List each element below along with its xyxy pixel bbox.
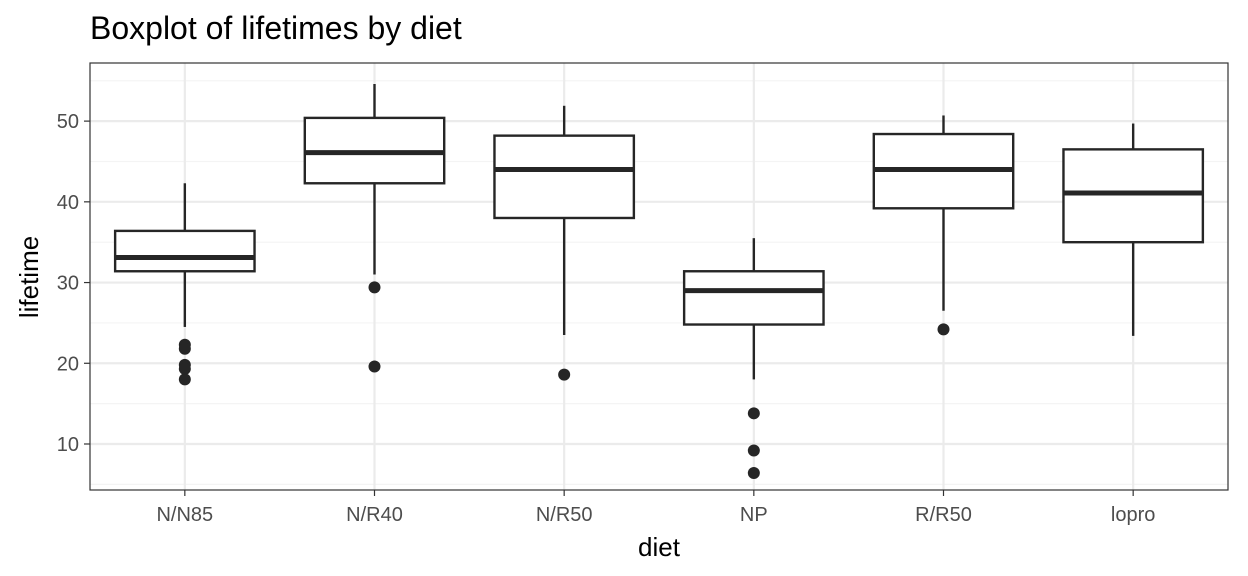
- outlier-point: [178, 362, 191, 375]
- x-axis-title: diet: [638, 532, 681, 562]
- box-iqr: [1062, 148, 1205, 244]
- box-iqr: [682, 270, 825, 326]
- x-tick-label: N/R50: [536, 504, 593, 526]
- boxplot-N/R50: [493, 105, 636, 381]
- outlier-point: [178, 373, 191, 386]
- boxplot-R/R50: [872, 115, 1015, 336]
- y-axis-title: lifetime: [14, 236, 44, 318]
- y-tick-label: 10: [57, 434, 79, 456]
- y-tick-label: 40: [57, 192, 79, 214]
- boxplot-lopro: [1062, 123, 1205, 336]
- outlier-point: [747, 467, 760, 480]
- boxplot-N/N85: [113, 183, 256, 386]
- chart-title: Boxplot of lifetimes by diet: [90, 10, 462, 46]
- x-tick-label: lopro: [1111, 504, 1155, 526]
- box-iqr: [493, 134, 636, 220]
- grid-layer: [90, 63, 1228, 490]
- outlier-point: [937, 323, 950, 336]
- outlier-point: [368, 360, 381, 373]
- x-tick-label: N/N85: [156, 504, 213, 526]
- outlier-point: [368, 281, 381, 294]
- boxplot-NP: [682, 238, 825, 480]
- outlier-point: [747, 444, 760, 457]
- boxplot-N/R40: [303, 83, 446, 373]
- panel-border: [89, 62, 1229, 491]
- x-tick-label: NP: [740, 504, 768, 526]
- y-tick-label: 20: [57, 353, 79, 375]
- y-tick-label: 30: [57, 273, 79, 295]
- x-tick-label: N/R40: [346, 504, 403, 526]
- outlier-point: [558, 368, 571, 381]
- y-tick-label: 50: [57, 111, 79, 133]
- outlier-point: [178, 342, 191, 355]
- box-layer: [113, 83, 1205, 480]
- box-iqr: [113, 229, 256, 273]
- outlier-point: [747, 407, 760, 420]
- y-axis: 10 20 30 40 50: [57, 111, 90, 456]
- x-tick-label: R/R50: [915, 504, 972, 526]
- x-axis: N/N85 N/R40 N/R50 NP R/R50 lopro: [156, 490, 1155, 526]
